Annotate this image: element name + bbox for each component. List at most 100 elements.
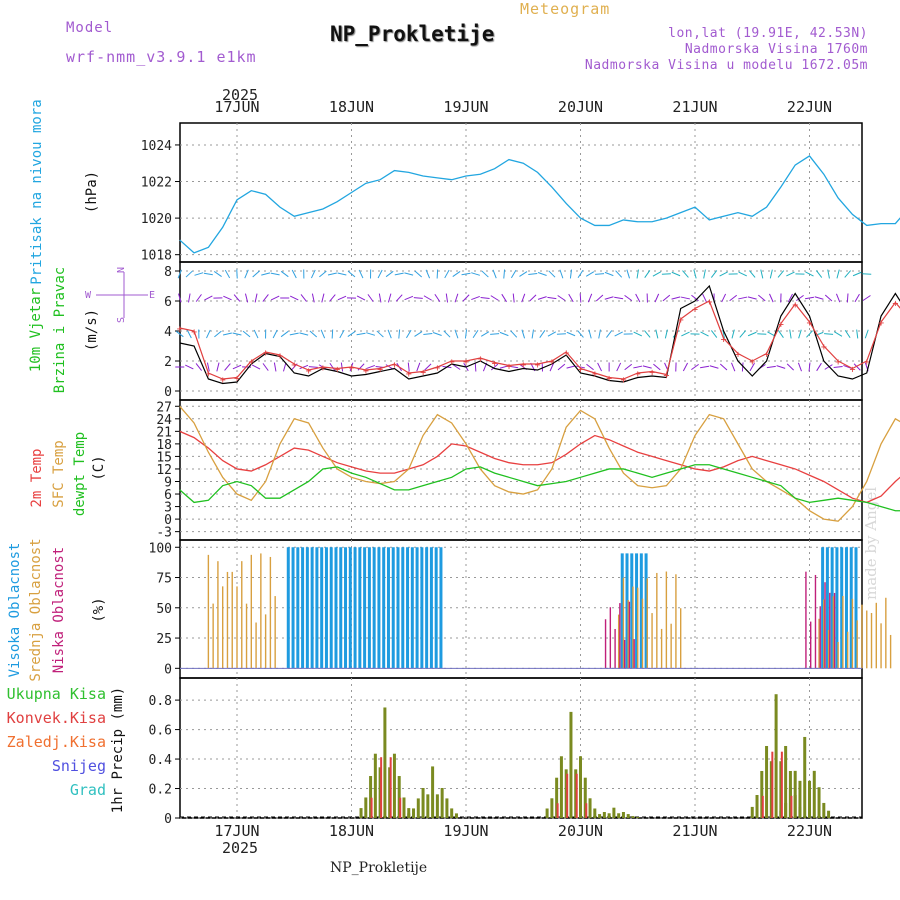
cloud-tick-50: 50 xyxy=(156,602,172,617)
wind-arrow xyxy=(244,269,249,279)
precip-bar-total xyxy=(774,694,778,818)
wind-arrow xyxy=(327,272,337,276)
cloud-label-high: Visoka Oblacnost xyxy=(7,543,23,678)
wind-plus-marker: + xyxy=(592,369,598,380)
wind-arrow xyxy=(452,364,461,370)
wind-tick-2: 2 xyxy=(164,355,172,370)
wind-arrow xyxy=(606,330,613,338)
precip-bar-total xyxy=(569,711,573,818)
wind-arrow xyxy=(414,270,423,278)
compass-e: E xyxy=(149,290,155,301)
precip-legend-3: Snijeg xyxy=(52,757,106,775)
wind-arrow xyxy=(664,329,668,339)
wind-arrow xyxy=(377,269,383,279)
wind-arrow xyxy=(747,331,757,337)
wind-arrow xyxy=(454,293,459,303)
wind-arrow xyxy=(490,363,499,371)
wind-arrow xyxy=(575,365,586,369)
wind-arrow xyxy=(814,331,824,337)
wind-arrow xyxy=(254,293,258,303)
wind-plus-marker: + xyxy=(234,374,240,385)
wind-arrow xyxy=(501,293,507,303)
wind-arrow xyxy=(204,295,213,301)
t2m-line xyxy=(179,430,900,504)
wind-arrow xyxy=(222,332,232,336)
wind-arrow xyxy=(185,364,194,370)
wind-arrow xyxy=(796,294,804,302)
precip-bar-total xyxy=(598,814,602,818)
wind-arrow xyxy=(797,362,802,372)
wind-arrow xyxy=(824,364,833,370)
wind-arrow xyxy=(652,271,662,277)
wind-arrow xyxy=(510,269,517,279)
precip-bar-total xyxy=(392,753,396,818)
wind-arrow xyxy=(703,269,706,279)
cloud-tick-100: 100 xyxy=(149,541,172,556)
wind-arrow xyxy=(585,271,595,277)
cloud-label-mid: Srednja Oblacnost xyxy=(28,538,44,681)
wind-arrow xyxy=(700,331,709,337)
wind-speed-black xyxy=(179,284,900,385)
wind-arrow xyxy=(529,294,537,302)
temp-label-dewpt: dewpt Temp xyxy=(72,432,88,516)
wind-arrow xyxy=(280,270,289,278)
wind-arrow xyxy=(339,329,345,339)
wind-arrow xyxy=(568,293,574,303)
wind-arrow xyxy=(633,365,643,369)
wind-arrow xyxy=(188,293,191,303)
wind-arrow xyxy=(444,269,450,279)
wind-plus-marker: + xyxy=(706,297,712,308)
precip-bar-total xyxy=(812,770,816,818)
wind-plus-marker: + xyxy=(692,305,698,316)
wind-arrow xyxy=(808,362,811,372)
wind-arrow xyxy=(223,295,232,301)
wind-plus-marker: + xyxy=(406,369,412,380)
wind-arrow xyxy=(604,271,614,277)
precip-bar-conv xyxy=(780,751,783,818)
day-label-bottom-17JUN: 17JUN xyxy=(214,822,259,840)
wind-arrow xyxy=(776,365,786,369)
panel-frame-3 xyxy=(179,539,863,679)
wind-arrow xyxy=(358,269,364,279)
temp-tick-12: 12 xyxy=(156,463,172,478)
precip-bar-total xyxy=(579,756,582,818)
wind-arrow xyxy=(595,294,604,302)
wind-arrow xyxy=(834,331,843,337)
wind-arrow xyxy=(769,269,773,279)
wind-plus-marker: + xyxy=(792,300,798,311)
wind-arrow xyxy=(175,330,184,338)
precip-bar-total xyxy=(445,798,449,818)
precip-bar-conv xyxy=(771,751,774,818)
temp-tick-27: 27 xyxy=(156,400,172,415)
precip-bar-total xyxy=(373,753,377,818)
precip-bar-total xyxy=(793,770,797,818)
wind-arrow xyxy=(597,362,603,372)
wind-arrow xyxy=(760,269,764,279)
precip-bar-total xyxy=(822,802,826,818)
wind-arrow xyxy=(636,269,639,279)
wind-arrow xyxy=(394,272,404,276)
temp-tick-3: 3 xyxy=(164,501,172,516)
wind-arrow xyxy=(224,269,231,279)
precip-bar-total xyxy=(416,798,420,818)
wind-arrow xyxy=(548,270,556,278)
wind-arrow xyxy=(404,295,414,301)
precip-bar-total xyxy=(412,808,416,818)
wind-arrow xyxy=(786,363,795,371)
day-label-bottom-22JUN: 22JUN xyxy=(787,822,832,840)
wind-plus-marker: + xyxy=(878,318,884,329)
wind-arrow xyxy=(406,329,412,339)
wind-arrow xyxy=(280,330,289,338)
precip-legend-4: Grad xyxy=(70,781,106,799)
wind-arrow xyxy=(806,330,813,338)
wind-arrow xyxy=(614,331,623,337)
wind-arrow xyxy=(194,272,204,276)
model-name: wrf-nmm_v3.9.1 e1km xyxy=(66,48,257,66)
wind-plus-marker: + xyxy=(535,360,541,371)
wind-arrow xyxy=(424,363,432,371)
wind-arrow xyxy=(262,294,269,302)
wind-plus-marker: + xyxy=(735,350,741,361)
precip-bar-conv xyxy=(566,773,569,818)
wind-arrow xyxy=(559,269,564,279)
wind-arrow xyxy=(633,331,643,337)
